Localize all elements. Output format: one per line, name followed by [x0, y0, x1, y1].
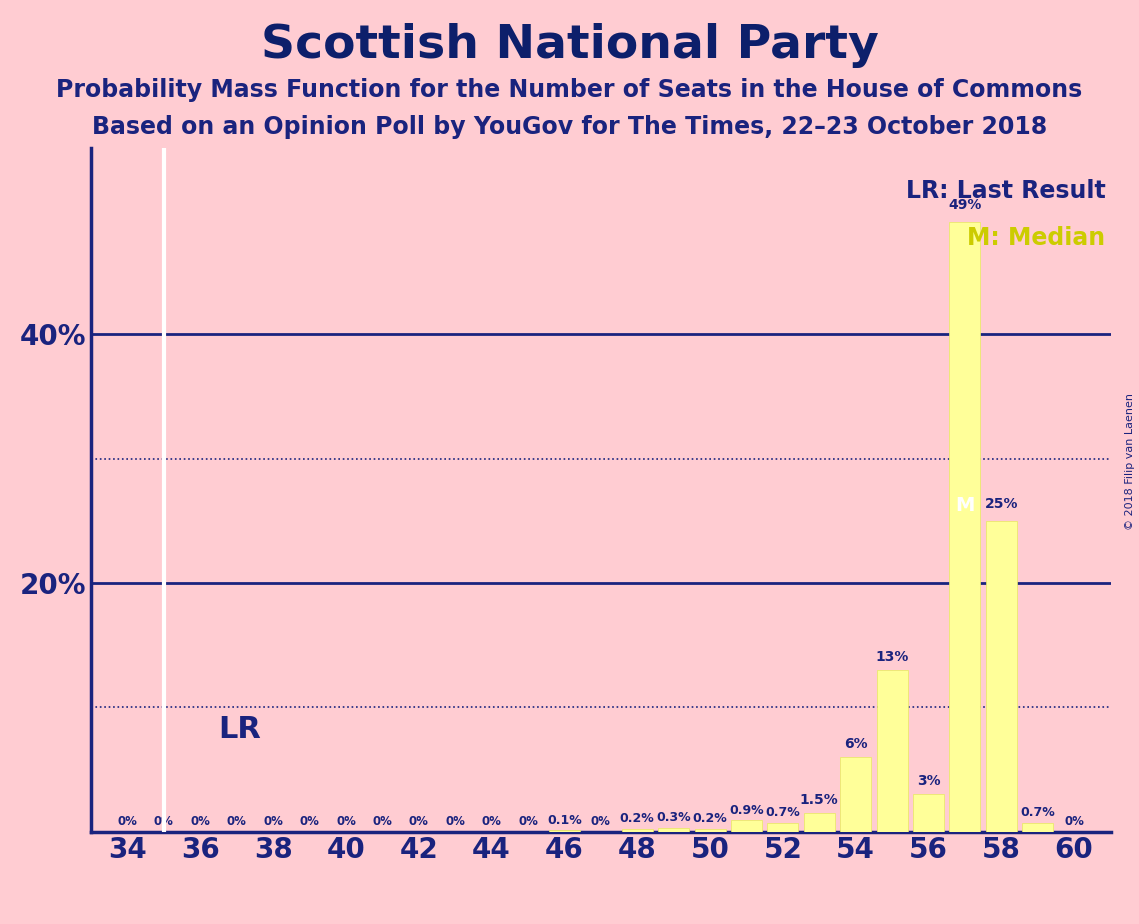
- Text: Scottish National Party: Scottish National Party: [261, 23, 878, 68]
- Text: M: Median: M: Median: [967, 226, 1106, 250]
- Text: Based on an Opinion Poll by YouGov for The Times, 22–23 October 2018: Based on an Opinion Poll by YouGov for T…: [92, 115, 1047, 139]
- Text: 0%: 0%: [117, 816, 138, 829]
- Bar: [877, 670, 908, 832]
- Text: 0.2%: 0.2%: [620, 812, 655, 825]
- Bar: [768, 823, 798, 832]
- Text: 1.5%: 1.5%: [800, 793, 838, 807]
- Bar: [695, 829, 726, 832]
- Text: 0%: 0%: [409, 816, 428, 829]
- Text: 0%: 0%: [482, 816, 501, 829]
- Text: 0%: 0%: [263, 816, 284, 829]
- Text: 0%: 0%: [518, 816, 538, 829]
- Bar: [913, 795, 944, 832]
- Text: 0%: 0%: [1064, 816, 1084, 829]
- Text: 0%: 0%: [336, 816, 355, 829]
- Text: M: M: [956, 495, 975, 515]
- Text: 13%: 13%: [876, 650, 909, 663]
- Text: 49%: 49%: [948, 199, 982, 213]
- Bar: [841, 757, 871, 832]
- Text: 0%: 0%: [300, 816, 320, 829]
- Text: 0.3%: 0.3%: [656, 811, 691, 824]
- Text: LR: Last Result: LR: Last Result: [906, 178, 1106, 202]
- Text: 0%: 0%: [154, 816, 174, 829]
- Text: 3%: 3%: [917, 774, 941, 788]
- Bar: [622, 829, 653, 832]
- Text: 6%: 6%: [844, 736, 868, 751]
- Bar: [658, 828, 689, 832]
- Text: LR: LR: [219, 715, 262, 745]
- Text: © 2018 Filip van Laenen: © 2018 Filip van Laenen: [1125, 394, 1134, 530]
- Bar: [950, 223, 981, 832]
- Text: 0%: 0%: [227, 816, 247, 829]
- Text: 0%: 0%: [445, 816, 465, 829]
- Text: Probability Mass Function for the Number of Seats in the House of Commons: Probability Mass Function for the Number…: [56, 78, 1083, 102]
- Text: 0.1%: 0.1%: [547, 814, 582, 827]
- Text: 25%: 25%: [984, 497, 1018, 511]
- Text: 0.7%: 0.7%: [1021, 806, 1055, 820]
- Text: 0%: 0%: [591, 816, 611, 829]
- Text: 0.2%: 0.2%: [693, 812, 728, 825]
- Bar: [804, 813, 835, 832]
- Bar: [549, 831, 580, 832]
- Text: 0.7%: 0.7%: [765, 806, 801, 820]
- Bar: [731, 821, 762, 832]
- Bar: [986, 521, 1017, 832]
- Text: 0.9%: 0.9%: [729, 804, 764, 817]
- Text: 0%: 0%: [372, 816, 392, 829]
- Bar: [1022, 823, 1054, 832]
- Text: 0%: 0%: [190, 816, 211, 829]
